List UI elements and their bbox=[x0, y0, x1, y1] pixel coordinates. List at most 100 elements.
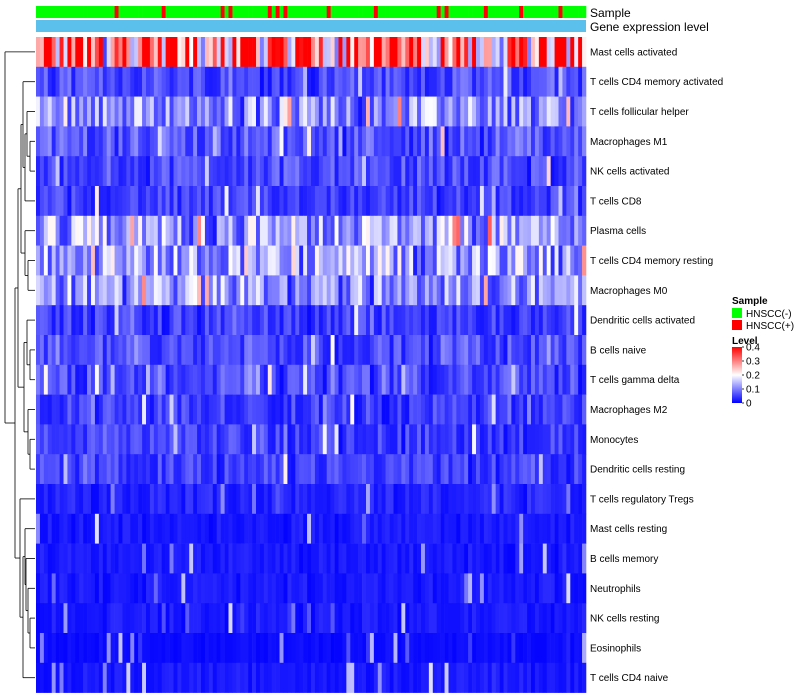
heatmap-cell bbox=[36, 513, 41, 544]
heatmap-cell bbox=[499, 186, 504, 217]
heatmap-cell bbox=[562, 394, 567, 425]
heatmap-cell bbox=[554, 305, 559, 336]
heatmap-cell bbox=[102, 335, 108, 366]
heatmap-cell bbox=[570, 603, 575, 634]
sample-annotation-cell bbox=[287, 6, 292, 18]
heatmap-cell bbox=[448, 96, 453, 127]
heatmap-cell bbox=[381, 424, 386, 455]
sample-annotation-cell bbox=[491, 6, 496, 18]
heatmap-cell bbox=[350, 96, 355, 127]
heatmap-cell bbox=[236, 156, 241, 187]
heatmap-cell bbox=[118, 275, 123, 306]
heatmap-cell bbox=[534, 215, 540, 246]
sample-annotation-cell bbox=[118, 6, 123, 18]
heatmap-cell bbox=[267, 186, 273, 217]
heatmap-cell bbox=[102, 633, 108, 664]
heatmap-cell bbox=[208, 96, 214, 127]
heatmap-cell bbox=[476, 603, 481, 634]
heatmap-cell bbox=[472, 245, 477, 276]
heatmap-cell bbox=[47, 275, 53, 306]
heatmap-cell bbox=[531, 364, 536, 395]
heatmap-cell bbox=[204, 335, 210, 366]
heatmap-cell bbox=[570, 424, 575, 455]
heatmap-cell bbox=[338, 186, 343, 217]
heatmap-cell bbox=[252, 484, 257, 515]
heatmap-cell bbox=[263, 603, 269, 634]
heatmap-cell bbox=[177, 424, 182, 455]
heatmap-cell bbox=[417, 126, 422, 157]
heatmap-cell bbox=[83, 573, 88, 604]
heatmap-cell bbox=[483, 543, 489, 574]
heatmap-cell bbox=[114, 662, 119, 693]
heatmap-cell bbox=[91, 335, 96, 366]
heatmap-cell bbox=[256, 424, 261, 455]
heatmap-cell bbox=[232, 215, 237, 246]
heatmap-cell bbox=[271, 66, 276, 97]
heatmap-cell bbox=[436, 215, 441, 246]
heatmap-cell bbox=[456, 364, 461, 395]
heatmap-cell bbox=[244, 126, 249, 157]
heatmap-cell bbox=[98, 215, 104, 246]
heatmap-cell bbox=[67, 305, 72, 336]
heatmap-cell bbox=[562, 37, 567, 68]
heatmap-cell bbox=[232, 364, 237, 395]
heatmap-cell bbox=[299, 275, 304, 306]
heatmap-cell bbox=[311, 424, 316, 455]
heatmap-cell bbox=[83, 424, 88, 455]
heatmap-cell bbox=[165, 424, 170, 455]
heatmap-cell bbox=[55, 513, 60, 544]
heatmap-cell bbox=[177, 484, 182, 515]
heatmap-cell bbox=[267, 156, 273, 187]
heatmap-cell bbox=[122, 186, 127, 217]
heatmap-cell bbox=[527, 513, 532, 544]
heatmap-cell bbox=[385, 573, 390, 604]
heatmap-cell bbox=[534, 126, 540, 157]
heatmap-cell bbox=[570, 305, 575, 336]
heatmap-cell bbox=[582, 215, 587, 246]
heatmap-cell bbox=[291, 186, 296, 217]
heatmap-cell bbox=[149, 275, 155, 306]
heatmap-cell bbox=[236, 364, 241, 395]
heatmap-cell bbox=[208, 66, 214, 97]
heatmap-cell bbox=[401, 335, 406, 366]
heatmap-cell bbox=[287, 335, 292, 366]
heatmap-cell bbox=[138, 66, 143, 97]
heatmap-cell bbox=[87, 245, 92, 276]
heatmap-cell bbox=[271, 37, 276, 68]
heatmap-cell bbox=[389, 156, 394, 187]
heatmap-cell bbox=[149, 305, 155, 336]
heatmap-cell bbox=[87, 484, 92, 515]
heatmap-cell bbox=[373, 513, 379, 544]
heatmap-cell bbox=[161, 513, 166, 544]
heatmap-cell bbox=[381, 394, 386, 425]
heatmap-cell bbox=[354, 662, 359, 693]
heatmap-cell bbox=[287, 513, 292, 544]
heatmap-cell bbox=[271, 186, 276, 217]
heatmap-cell bbox=[208, 335, 214, 366]
heatmap-cell bbox=[291, 364, 296, 395]
heatmap-cell bbox=[185, 543, 190, 574]
heatmap-cell bbox=[468, 186, 473, 217]
heatmap-cell bbox=[342, 305, 347, 336]
heatmap-cell bbox=[236, 543, 241, 574]
heatmap-cell bbox=[197, 126, 202, 157]
heatmap-cell bbox=[499, 394, 504, 425]
heatmap-cell bbox=[51, 454, 56, 485]
heatmap-cell bbox=[173, 335, 178, 366]
heatmap-cell bbox=[189, 305, 194, 336]
heatmap-cell bbox=[558, 305, 563, 336]
heatmap-cell bbox=[582, 394, 587, 425]
heatmap-cell bbox=[161, 66, 166, 97]
heatmap-cell bbox=[157, 37, 163, 68]
heatmap-cell bbox=[208, 454, 214, 485]
heatmap-cell bbox=[566, 335, 571, 366]
heatmap-cell bbox=[578, 156, 583, 187]
heatmap-cell bbox=[157, 394, 163, 425]
heatmap-cell bbox=[491, 454, 496, 485]
heatmap-cell bbox=[59, 186, 64, 217]
heatmap-cell bbox=[122, 454, 127, 485]
heatmap-cell bbox=[110, 245, 115, 276]
heatmap-cell bbox=[134, 305, 139, 336]
heatmap-cell bbox=[59, 603, 64, 634]
heatmap-cell bbox=[279, 543, 284, 574]
